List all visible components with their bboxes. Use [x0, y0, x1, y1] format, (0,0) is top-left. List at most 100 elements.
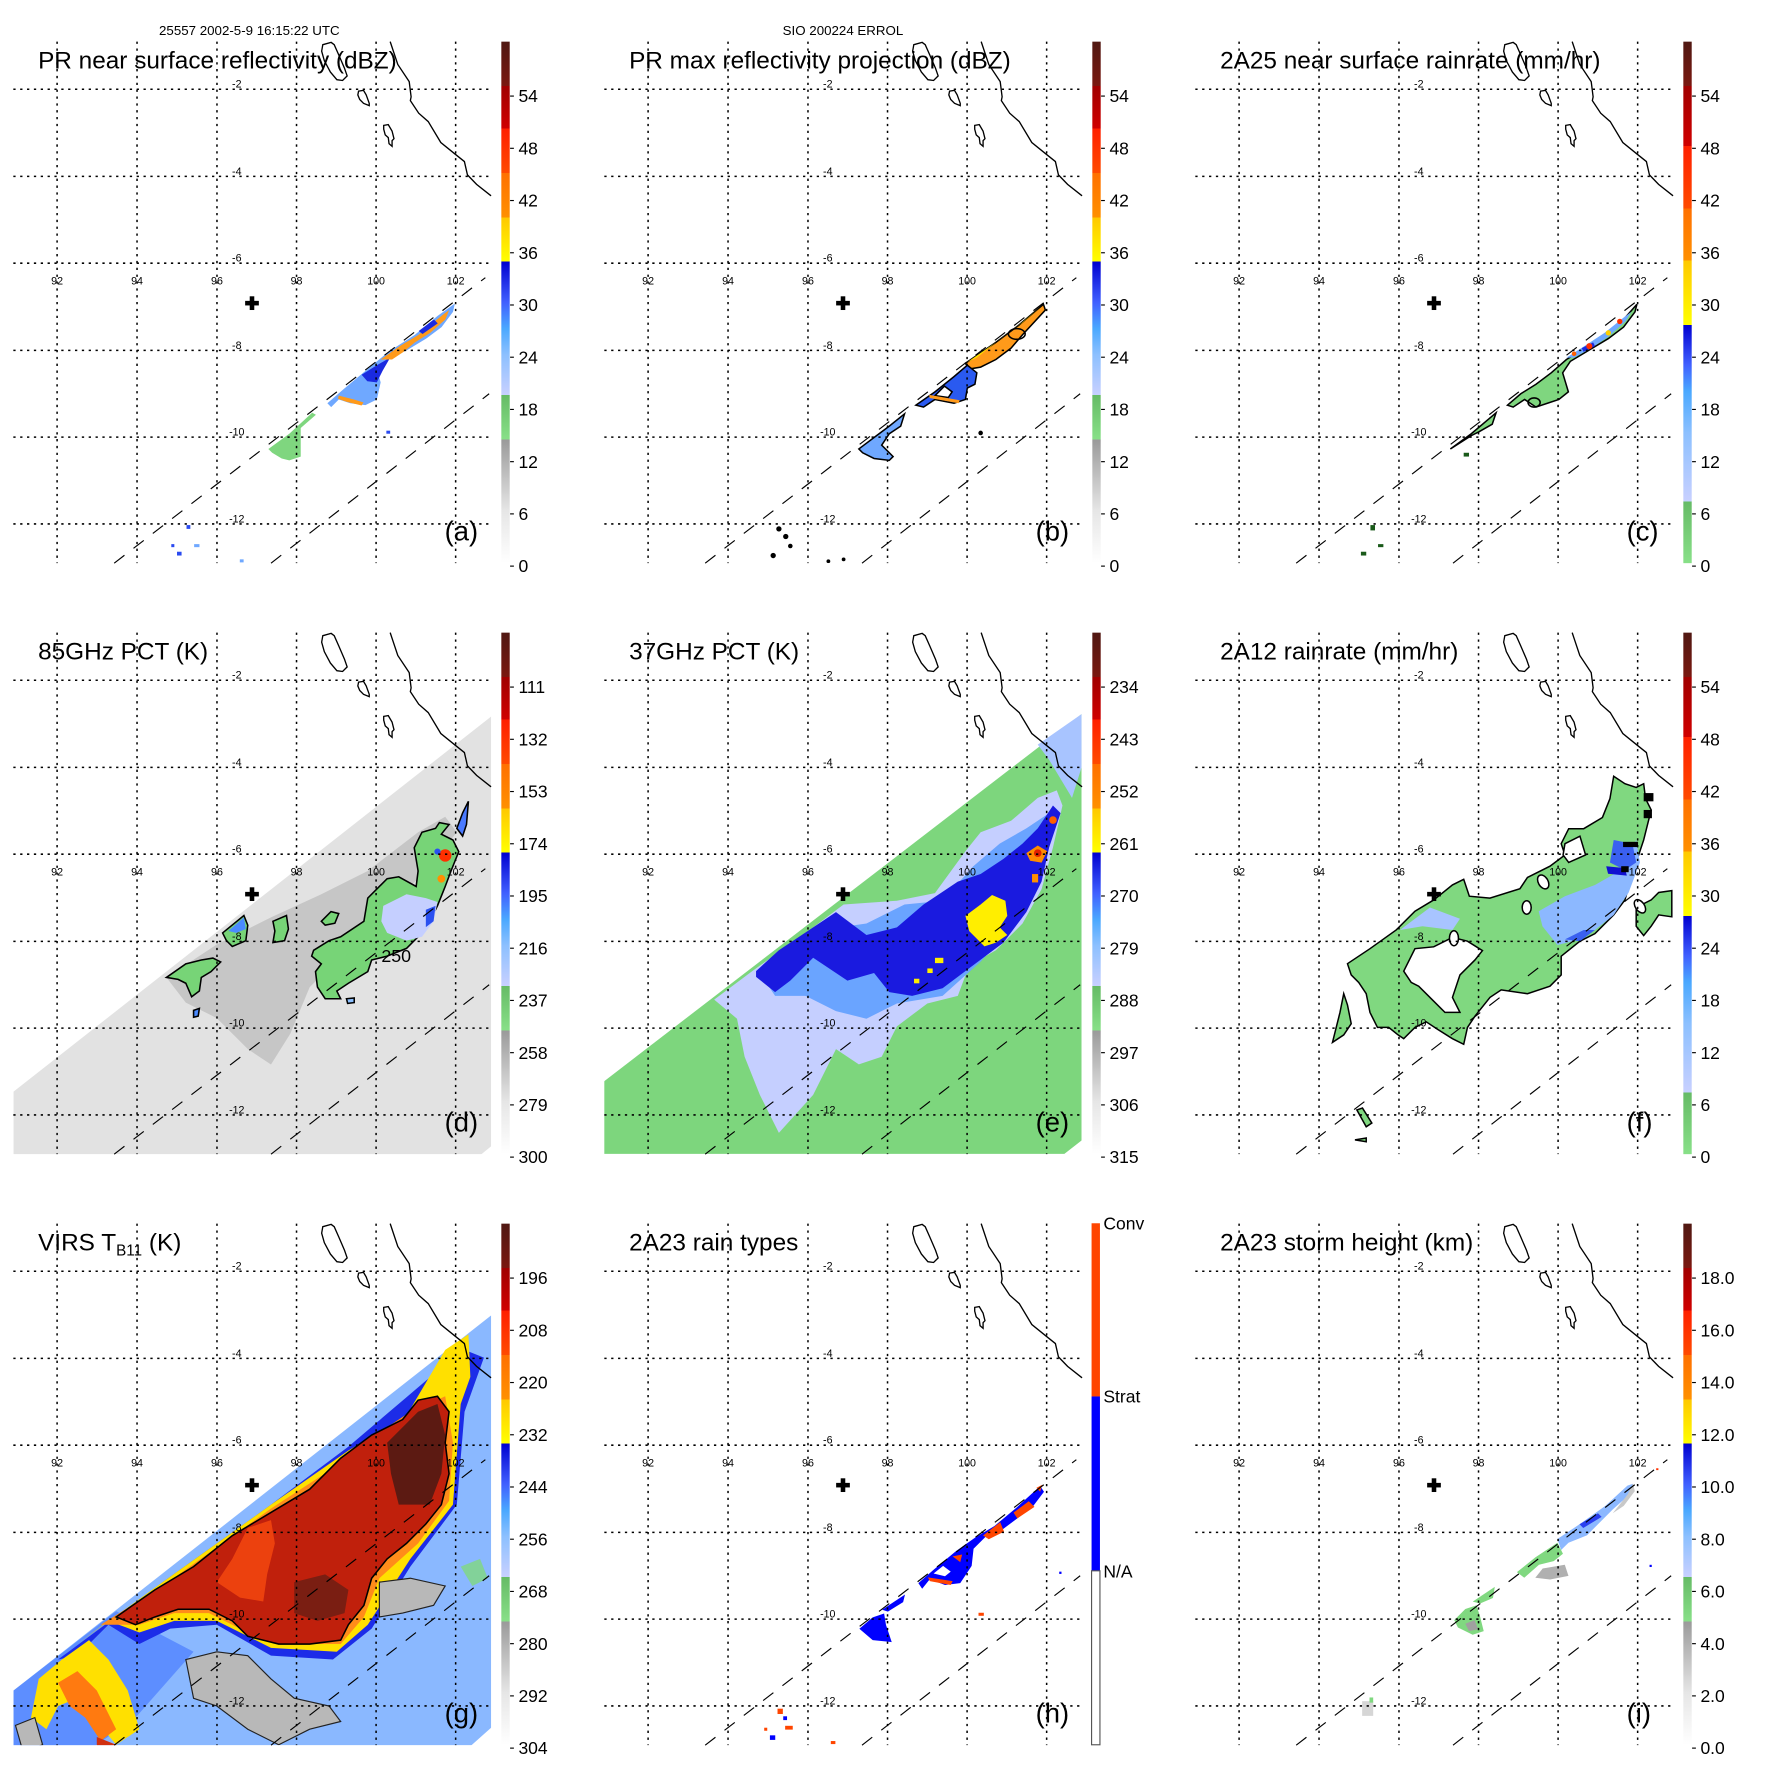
- island-outline: [974, 1305, 986, 1330]
- colorbar-label: 48: [1700, 138, 1719, 158]
- lon-label: 96: [211, 867, 223, 879]
- island-outline: [948, 680, 961, 698]
- lat-label: -6: [1414, 1435, 1424, 1447]
- colorbar-label: 261: [1109, 834, 1138, 854]
- lat-label: -12: [1411, 513, 1426, 525]
- island-outline: [974, 714, 986, 739]
- pr-swath-edge: [1295, 1459, 1668, 1746]
- lon-label: 94: [131, 867, 143, 879]
- lat-label: -4: [823, 757, 833, 769]
- lat-label: -4: [232, 166, 242, 178]
- island-outline: [911, 1223, 939, 1264]
- lon-label: 92: [51, 1458, 63, 1470]
- lat-label: -2: [232, 79, 242, 91]
- lat-label: -4: [823, 166, 833, 178]
- lon-label: 100: [958, 276, 976, 288]
- lon-label: 94: [722, 867, 734, 879]
- lat-label: -10: [229, 1018, 244, 1030]
- colorbar: Conv Strat N/A: [1090, 1214, 1144, 1746]
- lon-label: 98: [291, 867, 303, 879]
- colorbar-label: N/A: [1103, 1562, 1133, 1582]
- colorbar: 54 48 42 36 30 24 18 12 6 0: [1092, 41, 1129, 576]
- island-outline: [357, 1271, 370, 1289]
- colorbar-label: 220: [518, 1373, 547, 1393]
- lat-label: -2: [232, 1261, 242, 1273]
- lat-label: -10: [1411, 1018, 1426, 1030]
- lon-label: 100: [367, 867, 385, 879]
- lon-label: 98: [1473, 867, 1485, 879]
- lon-label: 94: [1313, 867, 1325, 879]
- storm-center-plus-icon: [245, 1478, 259, 1493]
- lon-label: 94: [1313, 1458, 1325, 1470]
- lon-label: 96: [211, 1458, 223, 1470]
- lat-label: -6: [232, 1435, 242, 1447]
- lat-label: -2: [823, 1261, 833, 1273]
- colorbar-label: 14.0: [1700, 1373, 1734, 1393]
- pr-swath-edge: [270, 1575, 490, 1746]
- panel-i: 92 94 96 98 100 102 -2 -4 -6 -8 -10 -12 2A23 storm h…: [1195, 1223, 1735, 1758]
- island-outline: [1502, 41, 1530, 82]
- pr-swath-edge: [861, 984, 1081, 1155]
- island-outline: [357, 680, 370, 698]
- basemap: 92 94 96 98 100 102 -2 -4 -6 -8 -10 -12: [13, 41, 492, 564]
- colorbar-label: 6: [1700, 1095, 1710, 1115]
- colorbar-label: 42: [1700, 191, 1719, 211]
- panel-letter: (a): [445, 515, 478, 546]
- panel-letter: (g): [445, 1697, 478, 1728]
- pr-swath-edge: [1452, 984, 1672, 1155]
- basemap: 92 94 96 98 100 102 -2 -4 -6 -8 -10 -12: [604, 632, 1083, 1155]
- lat-label: -2: [823, 670, 833, 682]
- colorbar-label: 54: [1700, 86, 1720, 106]
- colorbar-label: 24: [1700, 347, 1720, 367]
- colorbar-label: 48: [1700, 729, 1719, 749]
- lon-label: 96: [211, 276, 223, 288]
- lon-label: 96: [802, 1458, 814, 1470]
- lon-label: 92: [642, 1458, 654, 1470]
- lon-label: 100: [958, 1458, 976, 1470]
- coastline: [389, 41, 492, 197]
- 37ghz-pct-field: [604, 714, 1082, 1154]
- colorbar-label: 216: [518, 938, 547, 958]
- lat-label: -4: [232, 757, 242, 769]
- lon-label: 102: [447, 1458, 465, 1470]
- colorbar-label: 195: [518, 886, 547, 906]
- panel-f: 92 94 96 98 100 102 -2 -4 -6 -8 -10 -12 2A12 rainrat…: [1195, 632, 1720, 1167]
- colorbar: 54 48 42 36 30 24 18 12 6 0: [1683, 632, 1720, 1167]
- pr-swath-edge: [113, 277, 486, 564]
- lat-label: -8: [232, 1522, 242, 1534]
- island-outline: [1539, 680, 1552, 698]
- lat-label: -10: [820, 1018, 835, 1030]
- lat-label: -2: [1414, 670, 1424, 682]
- colorbar-label: 292: [518, 1686, 547, 1706]
- lon-label: 94: [131, 1458, 143, 1470]
- 2a12-rainrate-field: [1331, 774, 1673, 1143]
- storm-center-plus-icon: [245, 887, 259, 902]
- colorbar-label: Strat: [1103, 1387, 1140, 1407]
- lon-label: 96: [802, 867, 814, 879]
- colorbar-label: 270: [1109, 886, 1138, 906]
- basemap: 92 94 96 98 100 102 -2 -4 -6 -8 -10 -12: [604, 1223, 1083, 1746]
- island-outline: [1539, 89, 1552, 107]
- colorbar-label: 153: [518, 782, 547, 802]
- island-outline: [1502, 1223, 1530, 1264]
- pr-swath-edge: [1452, 1575, 1672, 1746]
- lon-label: 98: [1473, 276, 1485, 288]
- colorbar-label: 6: [1109, 504, 1119, 524]
- panel-a: 92 94 96 98 100 102 -2 -4 -6 -8 -10 -12 PR near surf…: [13, 23, 538, 576]
- panel-title: 2A23 rain types: [629, 1229, 798, 1256]
- colorbar-label: 0: [1700, 556, 1710, 576]
- panel-letter: (i): [1627, 1697, 1651, 1728]
- colorbar-conv: [1091, 1223, 1100, 1397]
- pr-swath-edge: [1295, 277, 1668, 564]
- coastline: [980, 632, 1083, 788]
- colorbar-label: 18.0: [1700, 1268, 1734, 1288]
- island-outline: [320, 632, 348, 673]
- lat-label: -2: [232, 670, 242, 682]
- lat-label: -10: [820, 427, 835, 439]
- pr-swath-edge: [704, 277, 1077, 564]
- colorbar-label: 300: [518, 1147, 547, 1167]
- pr-swath-edge: [704, 1459, 1077, 1746]
- lon-label: 102: [1629, 276, 1647, 288]
- colorbar-scale: [501, 632, 510, 1155]
